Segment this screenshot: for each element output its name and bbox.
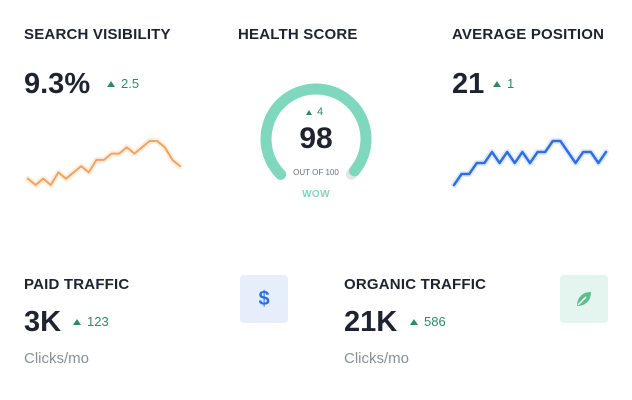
health-score-delta: 4 [306, 106, 323, 118]
average-position-label: AVERAGE POSITION [452, 26, 605, 43]
paid-traffic-icon-box: $ [240, 275, 288, 323]
paid-traffic-value: 3K [24, 306, 62, 338]
search-visibility-label: SEARCH VISIBILITY [24, 26, 171, 43]
organic-traffic-delta: 586 [410, 314, 446, 329]
up-arrow-icon [306, 109, 312, 115]
up-arrow-icon [107, 80, 115, 87]
search-visibility-sparkline-glow [25, 138, 183, 188]
paid-traffic-delta-value: 123 [87, 314, 109, 329]
organic-traffic-unit: Clicks/mo [344, 350, 410, 367]
search-visibility-sparkline-line [27, 140, 181, 186]
health-score-gauge [260, 83, 372, 180]
paid-traffic-unit: Clicks/mo [24, 350, 90, 367]
search-visibility-delta: 2.5 [107, 76, 139, 91]
average-position-value: 21 [452, 68, 485, 100]
up-arrow-icon [410, 318, 418, 325]
organic-traffic-delta-value: 586 [424, 314, 446, 329]
average-position-sparkline-line [452, 139, 608, 187]
organic-traffic-label: ORGANIC TRAFFIC [344, 276, 487, 293]
health-score-verdict: WOW [302, 189, 330, 200]
health-score-out-of: OUT OF 100 [293, 168, 339, 177]
search-visibility-delta-value: 2.5 [121, 76, 140, 91]
organic-traffic-icon-box [560, 275, 608, 323]
average-position-delta-value: 1 [507, 76, 515, 91]
search-visibility-value: 9.3% [24, 68, 91, 100]
up-arrow-icon [73, 318, 81, 325]
health-score-gauge-fill [260, 83, 372, 180]
paid-traffic-delta: 123 [73, 314, 109, 329]
up-arrow-icon [493, 80, 501, 87]
paid-traffic-label: PAID TRAFFIC [24, 276, 130, 293]
health-score-delta-value: 4 [317, 106, 324, 118]
health-score-label: HEALTH SCORE [238, 26, 358, 43]
health-score-value: 98 [299, 122, 333, 155]
average-position-delta: 1 [493, 76, 514, 91]
average-position-sparkline [451, 138, 609, 188]
search-visibility-sparkline [25, 138, 183, 188]
leaf-icon [577, 292, 591, 306]
organic-traffic-value: 21K [344, 306, 398, 338]
dollar-icon: $ [258, 287, 270, 310]
